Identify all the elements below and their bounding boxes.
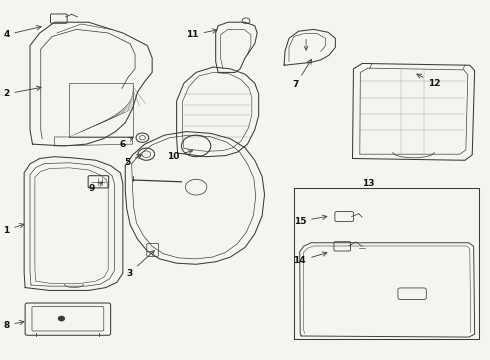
Text: 9: 9 xyxy=(88,182,102,193)
Text: 13: 13 xyxy=(362,179,375,188)
Text: 15: 15 xyxy=(294,215,327,226)
Text: 12: 12 xyxy=(417,74,441,88)
Text: 14: 14 xyxy=(294,252,327,265)
Text: 1: 1 xyxy=(3,224,24,235)
Text: 2: 2 xyxy=(3,86,41,98)
Text: 3: 3 xyxy=(126,251,154,278)
Text: 8: 8 xyxy=(3,320,24,330)
Text: 7: 7 xyxy=(293,59,312,90)
Text: 10: 10 xyxy=(167,150,193,161)
Circle shape xyxy=(58,316,64,321)
Text: 4: 4 xyxy=(3,26,41,39)
Text: 6: 6 xyxy=(119,137,133,149)
Text: 11: 11 xyxy=(186,29,217,39)
Text: 5: 5 xyxy=(124,155,142,167)
